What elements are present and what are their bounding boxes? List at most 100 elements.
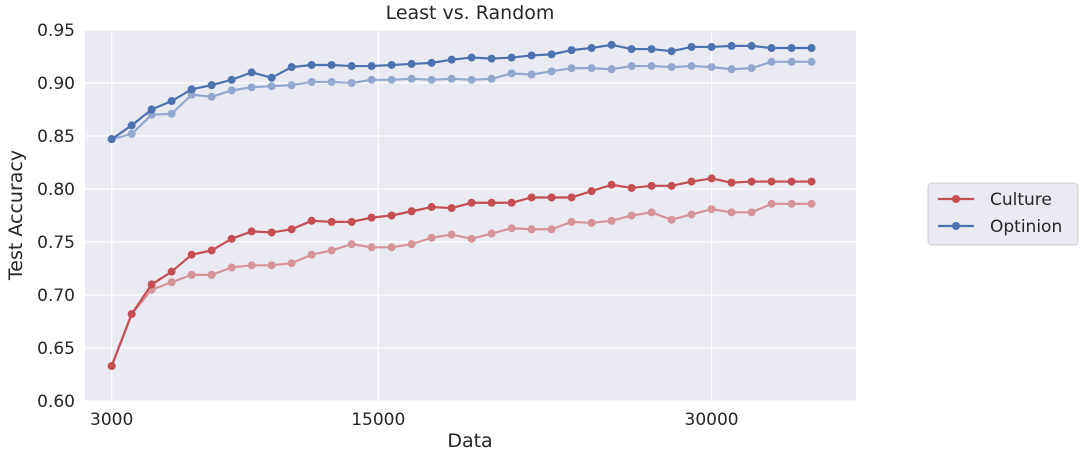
data-point-optinion: [107, 135, 116, 144]
data-point-optinion: [247, 68, 256, 77]
data-point-culture: [547, 193, 556, 202]
y-tick-label: 0.95: [37, 21, 75, 41]
data-point-series-faded: [747, 208, 756, 217]
data-point-series-faded: [767, 57, 776, 66]
data-point-optinion: [727, 41, 736, 50]
data-point-culture: [587, 187, 596, 196]
data-point-series-faded: [627, 211, 636, 220]
data-point-series-faded: [327, 246, 336, 255]
data-point-culture: [127, 310, 136, 319]
data-point-series-faded: [287, 81, 296, 90]
data-point-culture: [387, 211, 396, 220]
data-point-culture: [567, 193, 576, 202]
data-point-culture: [427, 203, 436, 212]
data-point-series-faded: [647, 62, 656, 71]
data-point-series-faded: [727, 208, 736, 217]
data-point-series-faded: [607, 65, 616, 74]
y-tick-label: 0.75: [37, 233, 75, 253]
data-point-culture: [407, 207, 416, 216]
data-point-series-faded: [807, 57, 816, 66]
data-point-culture: [487, 198, 496, 207]
x-axis-label: Data: [447, 430, 492, 452]
data-point-culture: [507, 198, 516, 207]
x-tick-label: 3000: [90, 410, 133, 430]
data-point-optinion: [307, 60, 316, 69]
data-point-series-faded: [527, 225, 536, 234]
data-point-series-faded: [407, 74, 416, 83]
data-point-series-faded: [207, 92, 216, 101]
series-culture: [107, 174, 816, 371]
data-point-series-faded: [387, 243, 396, 252]
x-tick-label: 30000: [685, 410, 739, 430]
data-point-culture: [347, 217, 356, 226]
data-point-optinion: [327, 60, 336, 69]
y-tick-label: 0.85: [37, 127, 75, 147]
data-point-optinion: [767, 44, 776, 53]
data-point-culture: [327, 217, 336, 226]
data-point-series-faded: [527, 70, 536, 79]
data-point-series-faded: [267, 261, 276, 270]
data-point-series-faded: [347, 79, 356, 87]
data-point-optinion: [207, 81, 216, 90]
data-point-culture: [167, 267, 176, 276]
data-point-optinion: [127, 121, 136, 130]
data-point-optinion: [667, 47, 676, 56]
legend: Culture Optinion: [927, 182, 1079, 246]
y-axis-label: Test Accuracy: [5, 150, 27, 281]
y-tick-label: 0.65: [37, 339, 75, 359]
data-point-series-faded: [587, 64, 596, 73]
data-point-series-faded: [467, 234, 476, 243]
data-point-optinion: [487, 54, 496, 63]
data-point-series-faded: [387, 75, 396, 84]
data-point-optinion: [607, 40, 616, 49]
data-point-series-faded: [347, 240, 356, 249]
data-point-optinion: [287, 63, 296, 72]
data-point-culture: [447, 204, 456, 213]
data-point-series-faded: [767, 199, 776, 208]
data-point-culture: [247, 227, 256, 236]
data-point-series-faded: [447, 74, 456, 83]
data-point-series-faded: [487, 229, 496, 238]
series-layer: [107, 40, 816, 371]
legend-marker-culture: [952, 195, 960, 203]
data-point-culture: [147, 280, 156, 289]
data-point-series-faded: [687, 62, 696, 71]
data-point-optinion: [407, 59, 416, 68]
data-point-series-faded: [227, 86, 236, 95]
data-point-culture: [227, 234, 236, 243]
data-point-series-faded: [247, 83, 256, 92]
data-point-series-faded: [267, 82, 276, 91]
data-point-culture: [527, 193, 536, 202]
data-point-series-faded: [507, 69, 516, 78]
y-tick-label: 0.60: [37, 392, 75, 412]
data-point-optinion: [367, 62, 376, 71]
legend-label-culture: Culture: [990, 190, 1052, 210]
data-point-series-faded: [447, 230, 456, 239]
data-point-optinion: [547, 50, 556, 59]
data-point-culture: [787, 177, 796, 186]
data-point-culture: [607, 180, 616, 189]
y-tick-label: 0.90: [37, 74, 75, 94]
data-point-culture: [747, 177, 756, 186]
data-point-culture: [647, 181, 656, 190]
data-point-culture: [287, 225, 296, 234]
data-point-optinion: [627, 45, 636, 54]
data-point-series-faded: [627, 62, 636, 71]
data-point-series-faded: [427, 75, 436, 84]
data-point-series-faded: [567, 64, 576, 73]
data-point-series-faded: [427, 233, 436, 242]
data-point-series-faded: [787, 57, 796, 66]
data-point-series-faded: [607, 216, 616, 225]
data-point-series-faded: [687, 210, 696, 219]
data-point-optinion: [147, 105, 156, 114]
data-point-series-faded: [587, 218, 596, 227]
y-tick-label: 0.70: [37, 286, 75, 306]
data-point-series-faded: [247, 261, 256, 270]
data-point-series-faded: [167, 278, 176, 287]
data-point-optinion: [167, 97, 176, 106]
data-point-series-faded: [367, 243, 376, 252]
data-point-series-faded: [287, 259, 296, 268]
data-point-culture: [627, 183, 636, 192]
data-point-optinion: [187, 85, 196, 94]
data-point-optinion: [347, 62, 356, 71]
